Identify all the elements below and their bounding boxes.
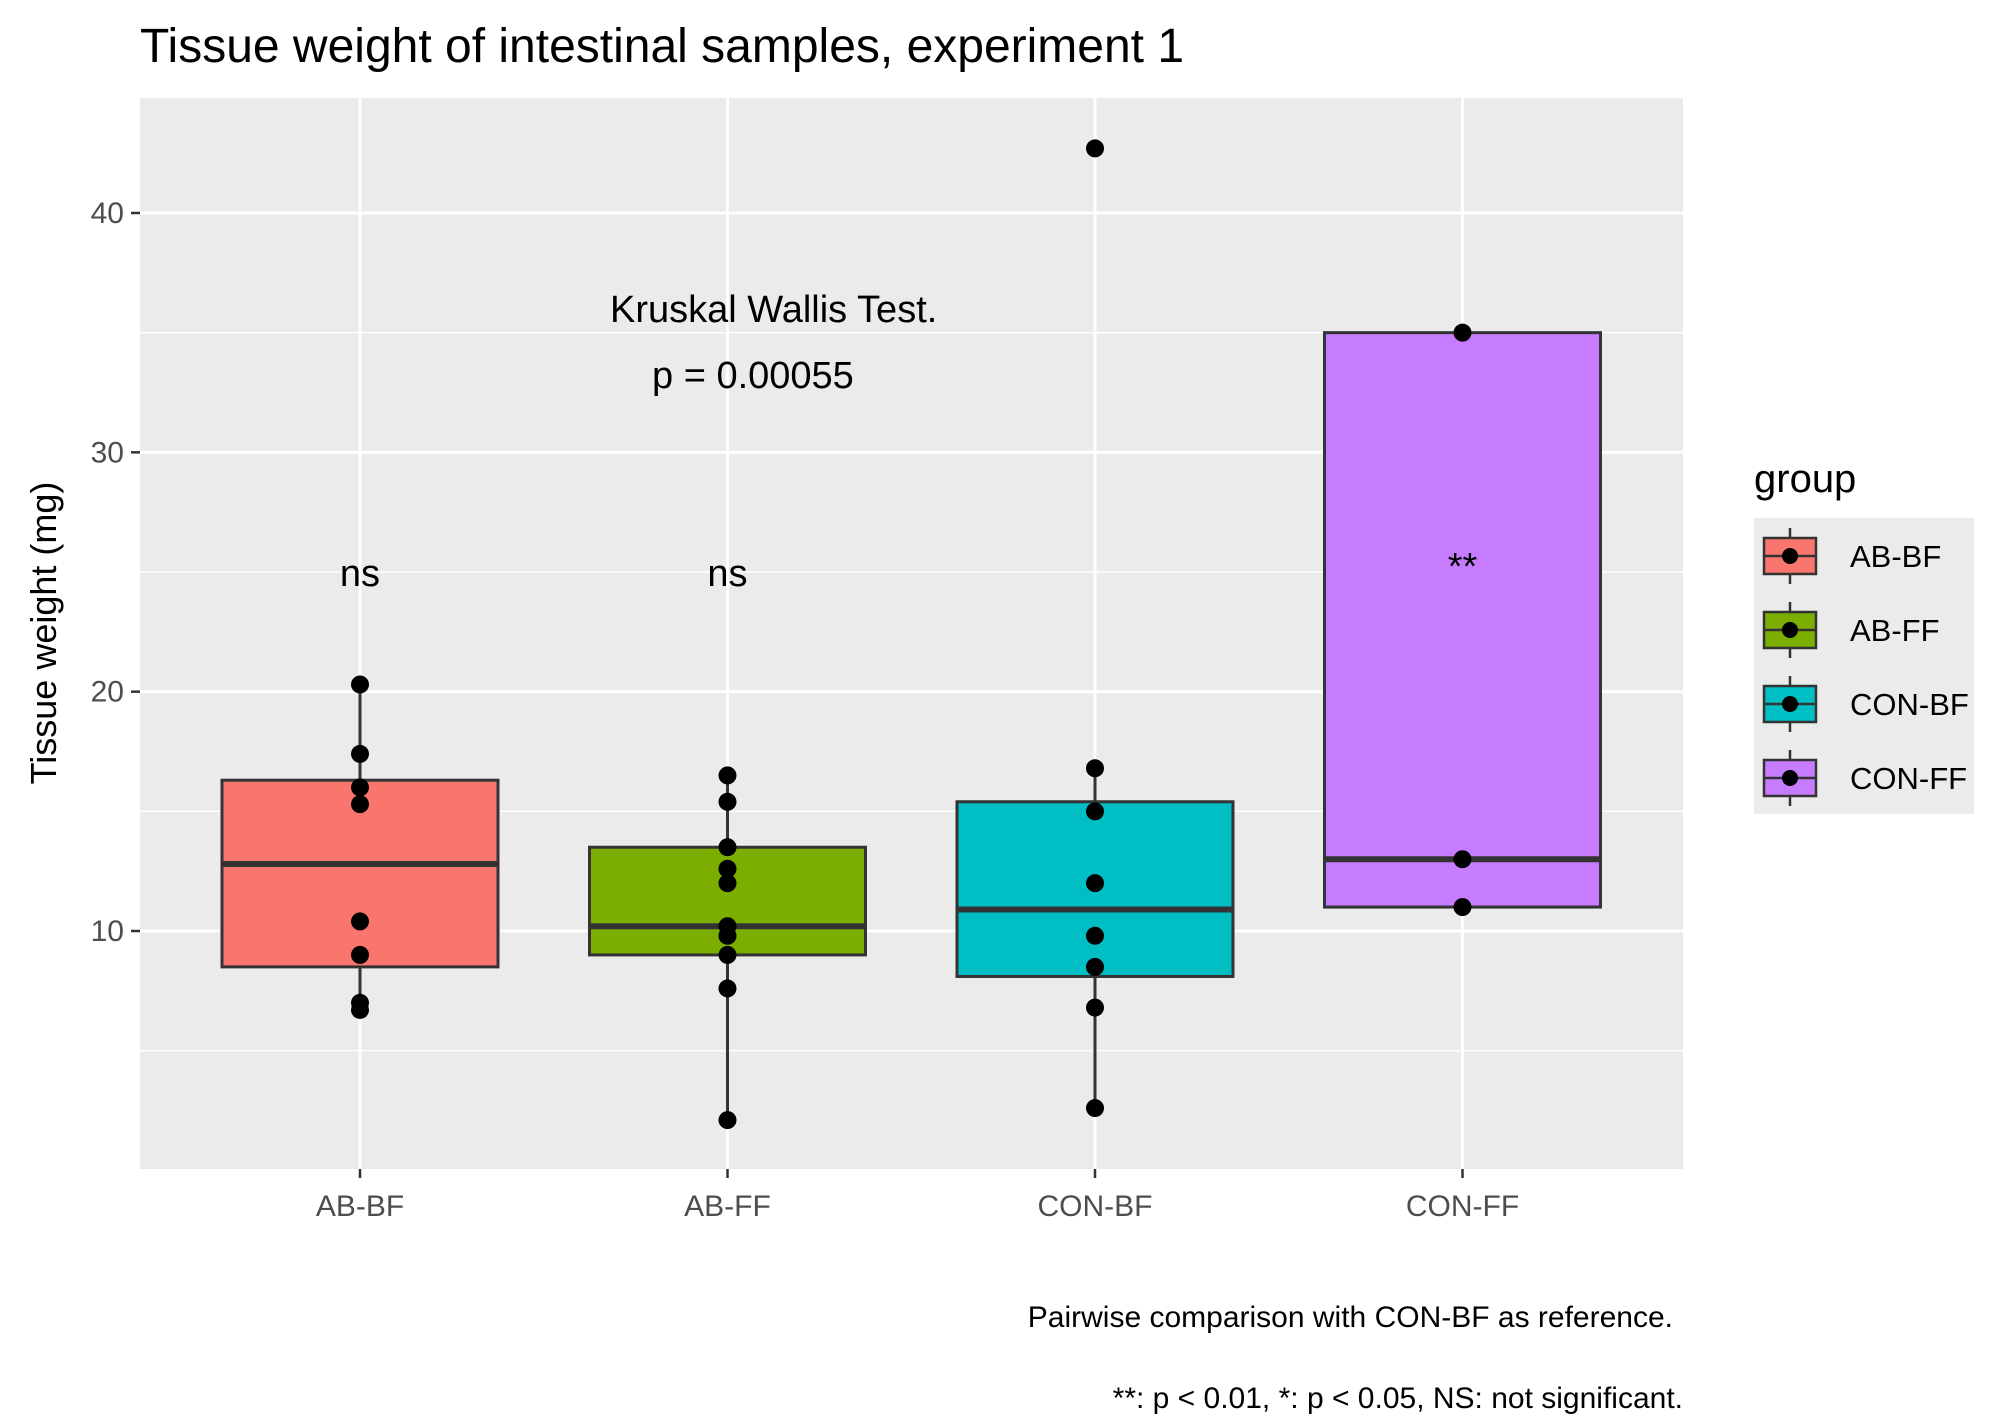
legend-key-point: [1782, 696, 1798, 712]
y-axis-title: Tissue weight (mg): [23, 482, 64, 785]
data-point: [1453, 323, 1472, 342]
data-point: [1086, 926, 1104, 945]
chart-title: Tissue weight of intestinal samples, exp…: [140, 20, 1184, 73]
y-tick-label: 10: [91, 915, 124, 948]
box-con-ff: [1323, 331, 1602, 909]
data-point: [1086, 1099, 1104, 1118]
legend-label: CON-BF: [1850, 687, 1969, 722]
x-axis: AB-BF AB-FF CON-BF CON-FF: [316, 1169, 1519, 1223]
data-point: [1086, 874, 1104, 893]
legend-key-point: [1782, 770, 1798, 786]
x-tick-label: AB-FF: [684, 1190, 771, 1223]
data-point: [718, 874, 737, 893]
test-name-annotation: Kruskal Wallis Test.: [610, 289, 937, 331]
significance-label: **: [1448, 546, 1478, 588]
points-layer: [351, 139, 1472, 1130]
data-point: [1086, 139, 1104, 158]
data-point: [351, 675, 369, 694]
y-tick-label: 20: [91, 676, 124, 709]
legend: group AB-BF AB-FF CON-BF CON-FF: [1754, 457, 1974, 814]
test-pvalue-annotation: p = 0.00055: [652, 355, 854, 397]
data-point: [718, 792, 737, 811]
data-point: [1086, 759, 1104, 778]
significance-label: ns: [340, 553, 380, 595]
data-point: [1086, 802, 1104, 821]
data-point: [351, 778, 369, 797]
data-point: [718, 766, 737, 785]
data-point: [1453, 898, 1472, 917]
data-point: [351, 945, 369, 964]
legend-key-point: [1782, 548, 1798, 564]
data-point: [351, 795, 369, 814]
legend-label: AB-FF: [1850, 613, 1940, 648]
data-point: [718, 979, 737, 998]
data-point: [351, 1000, 369, 1019]
significance-labels: ns ns **: [340, 546, 1478, 595]
y-tick-label: 40: [91, 197, 124, 230]
data-point: [1086, 998, 1104, 1017]
x-tick-label: AB-BF: [316, 1190, 404, 1223]
data-point: [718, 859, 737, 878]
data-point: [351, 744, 369, 763]
y-tick-label: 30: [91, 436, 124, 469]
data-point: [1453, 850, 1472, 869]
data-point: [718, 838, 737, 857]
caption-line-1: Pairwise comparison with CON-BF as refer…: [1028, 1301, 1673, 1334]
data-point: [718, 926, 737, 945]
legend-key-point: [1782, 622, 1798, 638]
x-tick-label: CON-FF: [1406, 1190, 1519, 1223]
x-tick-label: CON-BF: [1038, 1190, 1153, 1223]
legend-title: group: [1754, 457, 1856, 501]
caption-line-2: **: p < 0.01, *: p < 0.05, NS: not signi…: [1113, 1382, 1683, 1415]
data-point: [1086, 957, 1104, 976]
legend-label: AB-BF: [1850, 539, 1941, 574]
data-point: [351, 912, 369, 931]
legend-label: CON-FF: [1850, 761, 1967, 796]
data-point: [718, 945, 737, 964]
y-axis: 10 20 30 40: [91, 197, 140, 948]
significance-label: ns: [707, 553, 747, 595]
data-point: [718, 1111, 737, 1130]
